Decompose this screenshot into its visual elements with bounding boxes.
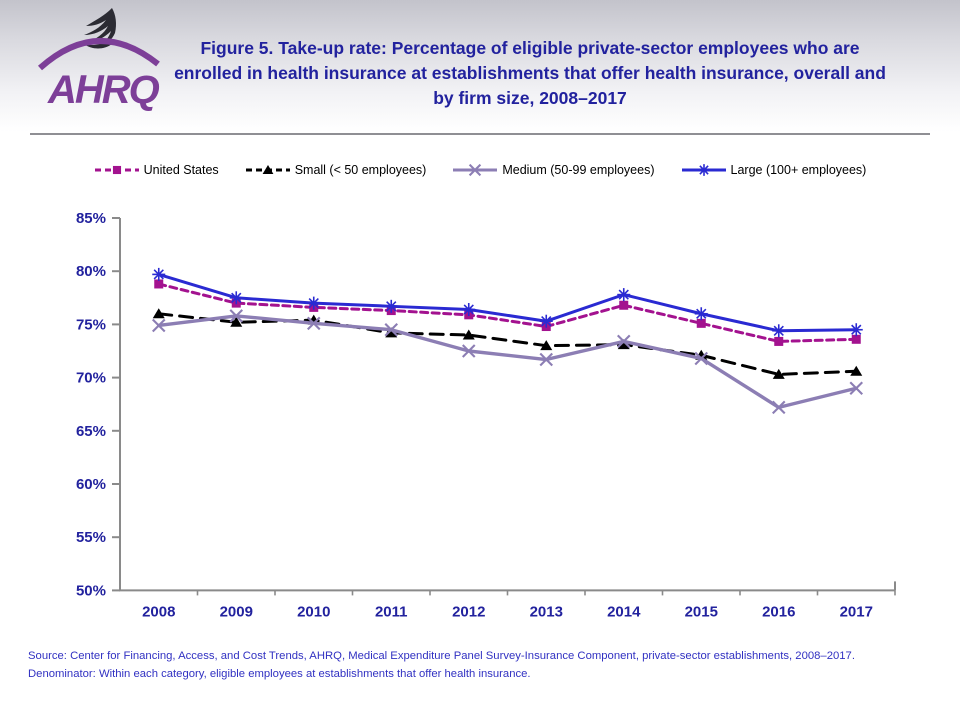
source-line-2: Denominator: Within each category, eligi… (28, 667, 531, 680)
series-line (157, 314, 858, 410)
legend-label: United States (143, 163, 219, 177)
marker-x (772, 400, 786, 415)
y-tick-label: 60% (76, 476, 106, 493)
marker-x (849, 381, 863, 395)
marker-asterisk (849, 323, 863, 337)
y-tick-label: 55% (76, 529, 106, 546)
y-tick-label: 70% (76, 370, 106, 387)
series-line (157, 282, 858, 343)
marker-square (154, 279, 164, 289)
x-tick-label: 2009 (220, 603, 253, 620)
marker-triangle (462, 329, 475, 340)
series-united-states (154, 279, 861, 346)
marker-x (617, 334, 631, 349)
x-tick-label: 2008 (142, 603, 175, 620)
series-line (157, 272, 858, 333)
marker-asterisk (694, 307, 708, 321)
x-tick-label: 2012 (452, 603, 485, 620)
x-tick-label: 2011 (375, 603, 408, 620)
marker-triangle (772, 368, 785, 379)
marker-asterisk (539, 314, 553, 328)
marker-asterisk (229, 291, 243, 305)
marker-x (152, 318, 166, 333)
ahrq-logo: AHRQ (37, 8, 162, 112)
marker-square (774, 336, 784, 346)
legend-label: Medium (50-99 employees) (502, 163, 655, 177)
marker-triangle (385, 327, 398, 338)
marker-triangle (617, 339, 630, 350)
marker-x (694, 351, 708, 366)
legend-item-small: Small (< 50 employees) (245, 163, 427, 177)
axes: 85% 80% 75% 70% 65% 60% 55% 50% 2008 2009 2010 2011… (76, 210, 896, 620)
marker-asterisk (617, 288, 631, 302)
marker-square (696, 318, 706, 328)
legend-item-large: Large (100+ employees) (681, 163, 867, 177)
legend-swatch-small (245, 165, 290, 175)
legend-label: Small (< 50 employees) (294, 163, 427, 177)
header-banner: AHRQ Figure 5. Take-up rate: Percentage … (0, 0, 960, 132)
marker-x (469, 163, 482, 177)
legend-swatch-united-states (94, 165, 139, 175)
marker-x (384, 322, 398, 337)
marker-asterisk (152, 267, 166, 281)
y-tick-label: 65% (76, 423, 106, 440)
marker-triangle (262, 165, 274, 175)
marker-x (307, 316, 321, 331)
marker-asterisk (384, 299, 398, 313)
y-tick-label: 50% (76, 582, 106, 599)
x-tick-label: 2015 (685, 603, 718, 620)
y-tick-label: 85% (76, 210, 106, 227)
y-tick-label: 75% (76, 316, 106, 333)
marker-x (462, 344, 476, 358)
marker-triangle (230, 316, 243, 327)
marker-x (539, 352, 553, 367)
source-note: Source: Center for Financing, Access, an… (28, 648, 938, 683)
legend-label: Large (100+ employees) (730, 163, 867, 177)
marker-asterisk (462, 303, 476, 317)
y-tick-label: 80% (76, 263, 106, 280)
legend-swatch-large (681, 164, 726, 176)
marker-asterisk (697, 164, 710, 176)
line-chart: 85% 80% 75% 70% 65% 60% 55% 50% 2008 2009 2010 2011… (76, 210, 896, 620)
chart-legend: United States Small (< 50 employees) Med… (0, 158, 960, 182)
marker-square (112, 165, 121, 175)
marker-asterisk (772, 324, 786, 338)
marker-asterisk (307, 296, 321, 310)
marker-x (229, 309, 243, 323)
legend-swatch-medium (453, 163, 498, 177)
ahrq-wordmark: AHRQ (47, 68, 160, 112)
x-tick-label: 2016 (762, 603, 795, 620)
legend-item-united-states: United States (94, 163, 219, 177)
series-line (157, 312, 858, 376)
marker-triangle (540, 340, 553, 351)
x-tick-label: 2013 (530, 603, 563, 620)
source-line-1: Source: Center for Financing, Access, an… (28, 650, 855, 662)
ahrq-swoosh (37, 38, 160, 71)
marker-triangle (850, 365, 863, 376)
series-large-100-employees- (152, 267, 863, 338)
divider-rule (30, 133, 930, 135)
legend-item-medium: Medium (50-99 employees) (452, 163, 655, 177)
x-tick-label: 2014 (607, 603, 641, 620)
marker-square (851, 334, 861, 344)
x-tick-label: 2017 (840, 603, 873, 620)
marker-square (619, 300, 629, 310)
x-tick-label: 2010 (297, 603, 330, 620)
series-medium-50-99-employees- (152, 309, 863, 415)
marker-triangle (152, 308, 165, 319)
hhs-eagle-icon (84, 8, 116, 49)
page-title: Figure 5. Take-up rate: Percentage of el… (174, 38, 886, 108)
